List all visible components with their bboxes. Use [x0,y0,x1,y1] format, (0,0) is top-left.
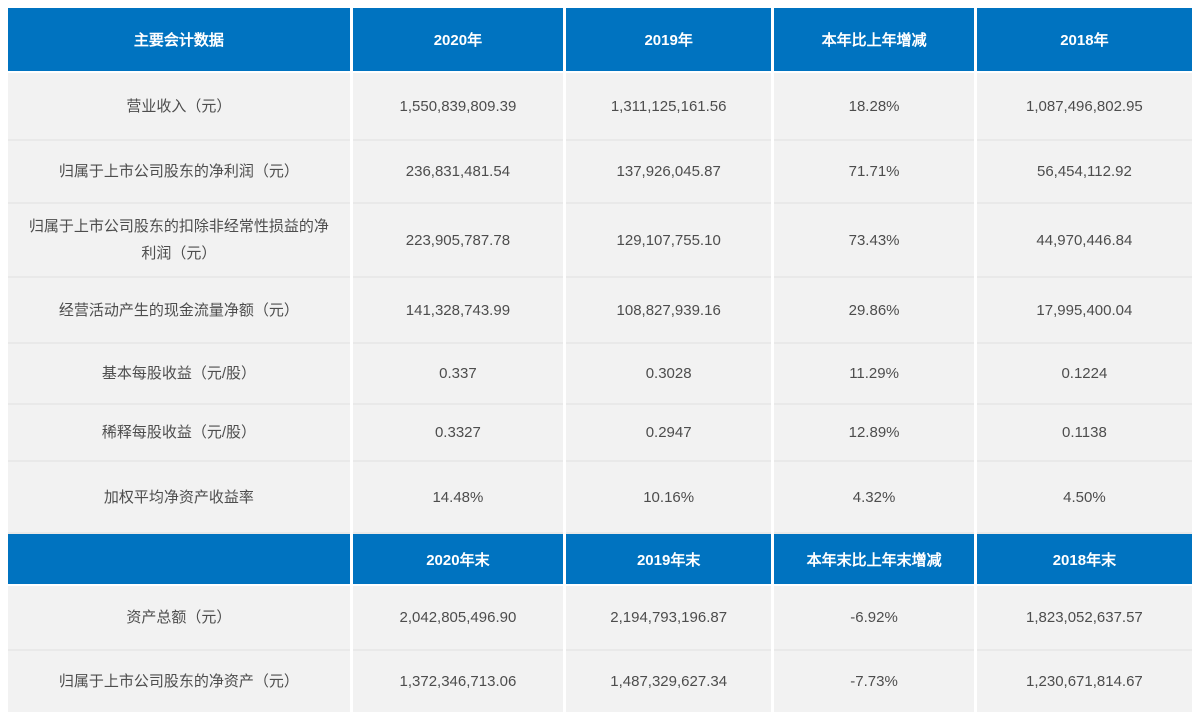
cell-value: 4.32% [771,461,976,534]
cell-value: 11.29% [771,343,976,405]
cell-value: 2,042,805,496.90 [349,585,565,651]
row-label: 归属于上市公司股东的净资产（元） [8,650,352,712]
column-header-2020-end: 2020年末 [349,533,565,586]
cell-value: 141,328,743.99 [349,277,565,344]
cell-value: 14.48% [349,461,565,534]
column-header-empty [8,533,352,586]
column-header-2019: 2019年 [562,8,773,73]
table-row-net-profit: 归属于上市公司股东的净利润（元） 236,831,481.54 137,926,… [8,140,1192,204]
cell-value: 1,550,839,809.39 [349,72,565,141]
cell-value: 1,487,329,627.34 [562,650,773,712]
table-row-basic-eps: 基本每股收益（元/股） 0.337 0.3028 11.29% 0.1224 [8,343,1192,405]
cell-value: 1,087,496,802.95 [973,72,1192,141]
cell-value: 137,926,045.87 [562,140,773,204]
row-label: 归属于上市公司股东的扣除非经常性损益的净利润（元） [8,203,352,278]
cell-value: 1,230,671,814.67 [973,650,1192,712]
cell-value: 18.28% [771,72,976,141]
cell-value: 223,905,787.78 [349,203,565,278]
table-header-row-annual: 主要会计数据 2020年 2019年 本年比上年增减 2018年 [8,8,1192,73]
cell-value: 29.86% [771,277,976,344]
cell-value: 2,194,793,196.87 [562,585,773,651]
financial-data-table: 主要会计数据 2020年 2019年 本年比上年增减 2018年 营业收入（元）… [8,8,1192,712]
row-label: 归属于上市公司股东的净利润（元） [8,140,352,204]
column-header-year-end-change: 本年末比上年末增减 [771,533,976,586]
cell-value: 73.43% [771,203,976,278]
cell-value: 108,827,939.16 [562,277,773,344]
column-header-yoy-change: 本年比上年增减 [771,8,976,73]
cell-value: 1,311,125,161.56 [562,72,773,141]
table-row-revenue: 营业收入（元） 1,550,839,809.39 1,311,125,161.5… [8,72,1192,141]
cell-value: 44,970,446.84 [973,203,1192,278]
row-label: 资产总额（元） [8,585,352,651]
cell-value: 0.3028 [562,343,773,405]
cell-value: 0.3327 [349,404,565,462]
table-header-row-year-end: 2020年末 2019年末 本年末比上年末增减 2018年末 [8,533,1192,586]
column-header-2018-end: 2018年末 [973,533,1192,586]
cell-value: 12.89% [771,404,976,462]
row-label: 营业收入（元） [8,72,352,141]
cell-value: 1,823,052,637.57 [973,585,1192,651]
cell-value: 0.1224 [973,343,1192,405]
row-label: 稀释每股收益（元/股） [8,404,352,462]
cell-value: 17,995,400.04 [973,277,1192,344]
cell-value: 0.2947 [562,404,773,462]
cell-value: -7.73% [771,650,976,712]
column-header-title: 主要会计数据 [8,8,352,73]
cell-value: 0.337 [349,343,565,405]
key-accounting-data-table: 主要会计数据 2020年 2019年 本年比上年增减 2018年 营业收入（元）… [8,8,1192,712]
cell-value: 129,107,755.10 [562,203,773,278]
cell-value: 10.16% [562,461,773,534]
cell-value: 71.71% [771,140,976,204]
column-header-2018: 2018年 [973,8,1192,73]
table-row-net-assets: 归属于上市公司股东的净资产（元） 1,372,346,713.06 1,487,… [8,650,1192,712]
cell-value: 1,372,346,713.06 [349,650,565,712]
table-row-operating-cash-flow: 经营活动产生的现金流量净额（元） 141,328,743.99 108,827,… [8,277,1192,344]
table-row-diluted-eps: 稀释每股收益（元/股） 0.3327 0.2947 12.89% 0.1138 [8,404,1192,462]
cell-value: -6.92% [771,585,976,651]
row-label: 加权平均净资产收益率 [8,461,352,534]
row-label: 经营活动产生的现金流量净额（元） [8,277,352,344]
table-row-total-assets: 资产总额（元） 2,042,805,496.90 2,194,793,196.8… [8,585,1192,651]
cell-value: 236,831,481.54 [349,140,565,204]
table-row-net-profit-deducted: 归属于上市公司股东的扣除非经常性损益的净利润（元） 223,905,787.78… [8,203,1192,278]
cell-value: 56,454,112.92 [973,140,1192,204]
cell-value: 4.50% [973,461,1192,534]
row-label: 基本每股收益（元/股） [8,343,352,405]
cell-value: 0.1138 [973,404,1192,462]
column-header-2020: 2020年 [349,8,565,73]
column-header-2019-end: 2019年末 [562,533,773,586]
table-row-weighted-avg-roe: 加权平均净资产收益率 14.48% 10.16% 4.32% 4.50% [8,461,1192,534]
